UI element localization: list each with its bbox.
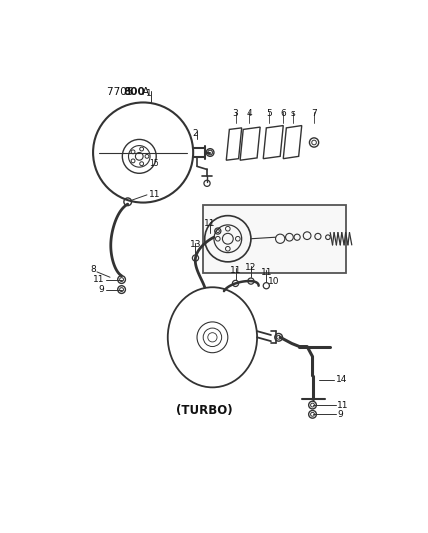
Text: 8: 8 [91,265,96,274]
Text: 7705: 7705 [107,87,137,97]
Polygon shape [263,126,283,159]
Text: 6: 6 [280,109,286,118]
Text: 15: 15 [149,159,159,168]
Text: 11: 11 [261,268,272,277]
Text: 5: 5 [267,109,272,118]
Text: 1: 1 [146,88,152,98]
Text: 4: 4 [247,109,252,118]
Text: (TURBO): (TURBO) [176,405,233,417]
Text: 2: 2 [192,128,198,138]
Text: 11: 11 [149,190,160,199]
Polygon shape [283,126,302,159]
Text: 11: 11 [230,265,241,274]
Text: 3: 3 [233,109,238,118]
Text: 7: 7 [311,109,317,118]
Text: A: A [139,87,150,97]
Bar [203,205,346,273]
Text: 800: 800 [124,87,146,97]
Ellipse shape [168,287,257,387]
Text: 11: 11 [204,220,216,229]
Text: 12: 12 [245,263,257,272]
Text: 13: 13 [190,240,201,249]
Text: 10: 10 [268,277,280,286]
Text: 9: 9 [99,285,104,294]
Polygon shape [240,127,260,160]
Text: 9: 9 [337,410,343,419]
Text: 14: 14 [336,375,347,384]
Text: 11: 11 [337,401,349,409]
Text: 11: 11 [93,275,104,284]
Polygon shape [226,128,242,160]
Text: s: s [290,109,295,118]
